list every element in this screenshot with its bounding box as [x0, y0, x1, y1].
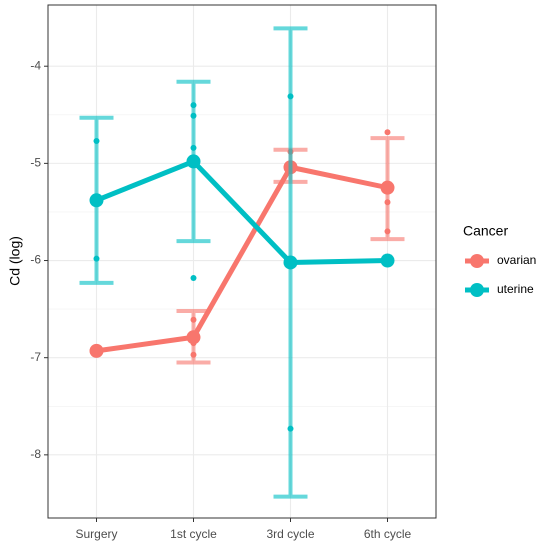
- raw-point: [384, 129, 391, 136]
- raw-point: [190, 316, 197, 323]
- y-tick-label: -6: [30, 253, 41, 267]
- mean-point: [283, 255, 298, 270]
- y-tick-label: -4: [30, 58, 41, 72]
- legend-label: uterine: [497, 282, 534, 296]
- legend-label: ovarian: [497, 253, 536, 267]
- raw-point: [190, 351, 197, 358]
- x-tick-label: 3rd cycle: [266, 527, 314, 541]
- raw-point: [384, 228, 391, 235]
- y-tick-label: -8: [30, 447, 41, 461]
- y-tick-label: -5: [30, 156, 41, 170]
- raw-point: [93, 255, 100, 262]
- panel-border: [47, 4, 437, 519]
- raw-point: [190, 102, 197, 109]
- legend-key-point: [470, 254, 484, 268]
- legend-key-point: [470, 283, 484, 297]
- series-line: [95, 158, 388, 265]
- y-tick-label: -7: [30, 350, 41, 364]
- mean-point: [186, 330, 201, 345]
- raw-point: [287, 425, 294, 432]
- mean-point: [380, 253, 395, 268]
- x-tick-label: 6th cycle: [364, 527, 412, 541]
- y-axis-label: Cd (log): [7, 236, 23, 286]
- raw-point: [384, 199, 391, 206]
- mean-point: [380, 180, 395, 195]
- x-tick-label: 1st cycle: [170, 527, 217, 541]
- raw-point: [190, 144, 197, 151]
- raw-point: [190, 275, 197, 282]
- raw-point: [93, 138, 100, 145]
- mean-point: [186, 154, 201, 169]
- legend-title: Cancer: [463, 223, 508, 239]
- mean-point: [89, 193, 104, 208]
- x-tick-label: Surgery: [75, 527, 117, 541]
- raw-point: [190, 112, 197, 119]
- raw-point: [287, 93, 294, 100]
- series-line: [96, 164, 389, 354]
- mean-point: [89, 343, 104, 358]
